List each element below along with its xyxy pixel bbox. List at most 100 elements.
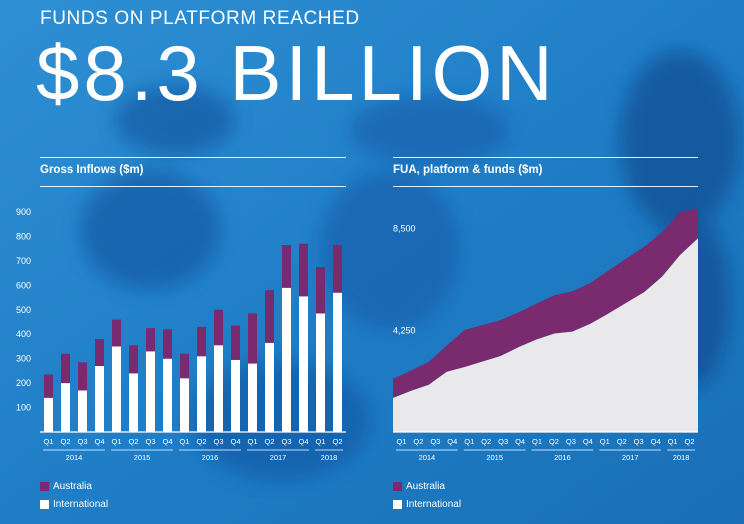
- international-swatch: [40, 500, 49, 509]
- x-tick-label: Q2: [128, 437, 138, 446]
- year-label: 2018: [321, 453, 338, 462]
- australia-swatch: [40, 482, 49, 491]
- x-tick-label: Q3: [566, 437, 576, 446]
- area-international: [393, 238, 698, 432]
- bar-international: [180, 378, 189, 432]
- bar-international: [231, 359, 240, 432]
- x-tick-label: Q1: [396, 437, 406, 446]
- y-tick-label: 500: [16, 305, 31, 315]
- x-tick-label: Q3: [281, 437, 291, 446]
- bar-australia: [129, 345, 138, 374]
- x-tick-label: Q1: [247, 437, 257, 446]
- x-tick-label: Q1: [111, 437, 121, 446]
- bar-australia: [146, 328, 155, 352]
- bar-australia: [44, 374, 53, 398]
- left-legend-international: International: [40, 499, 108, 510]
- bar-australia: [299, 243, 308, 297]
- bar-international: [61, 383, 70, 432]
- x-tick-label: Q4: [94, 437, 104, 446]
- bar-international: [112, 346, 121, 432]
- area-australia: [393, 208, 698, 398]
- x-tick-label: Q1: [315, 437, 325, 446]
- y-tick-label: 300: [16, 354, 31, 364]
- bar-australia: [248, 313, 257, 364]
- year-label: 2018: [673, 453, 690, 462]
- right-legend-australia: Australia: [393, 481, 445, 492]
- bar-international: [95, 366, 104, 432]
- legend-label-international: International: [53, 499, 109, 510]
- x-tick-label: Q2: [413, 437, 423, 446]
- year-label: 2015: [486, 453, 503, 462]
- bar-international: [248, 363, 257, 432]
- bar-australia: [180, 353, 189, 379]
- x-tick-label: Q4: [515, 437, 525, 446]
- x-tick-label: Q3: [498, 437, 508, 446]
- bar-international: [299, 296, 308, 432]
- x-tick-label: Q3: [634, 437, 644, 446]
- x-tick-label: Q1: [43, 437, 53, 446]
- x-tick-label: Q3: [77, 437, 87, 446]
- year-label: 2016: [554, 453, 571, 462]
- bar-australia: [282, 245, 291, 288]
- legend-label-australia: Australia: [406, 481, 445, 492]
- x-tick-label: Q3: [213, 437, 223, 446]
- bar-australia: [197, 326, 206, 357]
- year-label: 2017: [622, 453, 639, 462]
- right-title-underline: [393, 186, 698, 187]
- bar-international: [78, 390, 87, 432]
- x-tick-label: Q4: [298, 437, 308, 446]
- x-tick-label: Q3: [145, 437, 155, 446]
- y-tick-label: 100: [16, 403, 31, 413]
- year-label: 2017: [270, 453, 287, 462]
- x-tick-label: Q4: [651, 437, 661, 446]
- y-tick-label: 600: [16, 280, 31, 290]
- bar-australia: [112, 319, 121, 347]
- legend-label-international: International: [406, 499, 462, 510]
- australia-swatch: [393, 482, 402, 491]
- bar-australia: [316, 267, 325, 314]
- year-label: 2014: [419, 453, 436, 462]
- x-tick-label: Q4: [162, 437, 172, 446]
- big-number: $8.3 BILLION: [36, 29, 557, 117]
- x-tick-label: Q2: [617, 437, 627, 446]
- bar-international: [129, 373, 138, 432]
- bar-international: [265, 342, 274, 432]
- x-tick-label: Q1: [600, 437, 610, 446]
- year-label: 2016: [202, 453, 219, 462]
- x-tick-label: Q4: [230, 437, 240, 446]
- x-tick-label: Q2: [549, 437, 559, 446]
- y-tick-label: 900: [16, 207, 31, 217]
- x-tick-label: Q2: [264, 437, 274, 446]
- bar-australia: [231, 325, 240, 360]
- bar-international: [197, 356, 206, 432]
- x-tick-label: Q2: [196, 437, 206, 446]
- y-tick-label: 200: [16, 378, 31, 388]
- x-tick-label: Q4: [583, 437, 593, 446]
- international-swatch: [393, 500, 402, 509]
- x-tick-label: Q2: [60, 437, 70, 446]
- x-tick-label: Q1: [532, 437, 542, 446]
- x-tick-label: Q2: [481, 437, 491, 446]
- x-tick-label: Q1: [668, 437, 678, 446]
- bar-australia: [333, 245, 342, 293]
- right-legend-international: International: [393, 499, 461, 510]
- bar-international: [316, 313, 325, 432]
- y-tick-label: 400: [16, 329, 31, 339]
- x-tick-label: Q1: [464, 437, 474, 446]
- bar-australia: [61, 353, 70, 384]
- left-title-underline: [40, 186, 346, 187]
- x-tick-label: Q2: [332, 437, 342, 446]
- right-title-rule: [393, 157, 698, 158]
- y-tick-label: 700: [16, 256, 31, 266]
- bar-international: [282, 287, 291, 432]
- y-tick-label: 800: [16, 231, 31, 241]
- bar-australia: [163, 329, 172, 359]
- x-tick-label: Q2: [685, 437, 695, 446]
- bar-international: [333, 292, 342, 432]
- bar-international: [163, 358, 172, 432]
- gross-inflows-title: Gross Inflows ($m): [40, 164, 144, 176]
- bar-international: [44, 397, 53, 432]
- fua-title: FUA, platform & funds ($m): [393, 164, 543, 176]
- left-title-rule: [40, 157, 346, 158]
